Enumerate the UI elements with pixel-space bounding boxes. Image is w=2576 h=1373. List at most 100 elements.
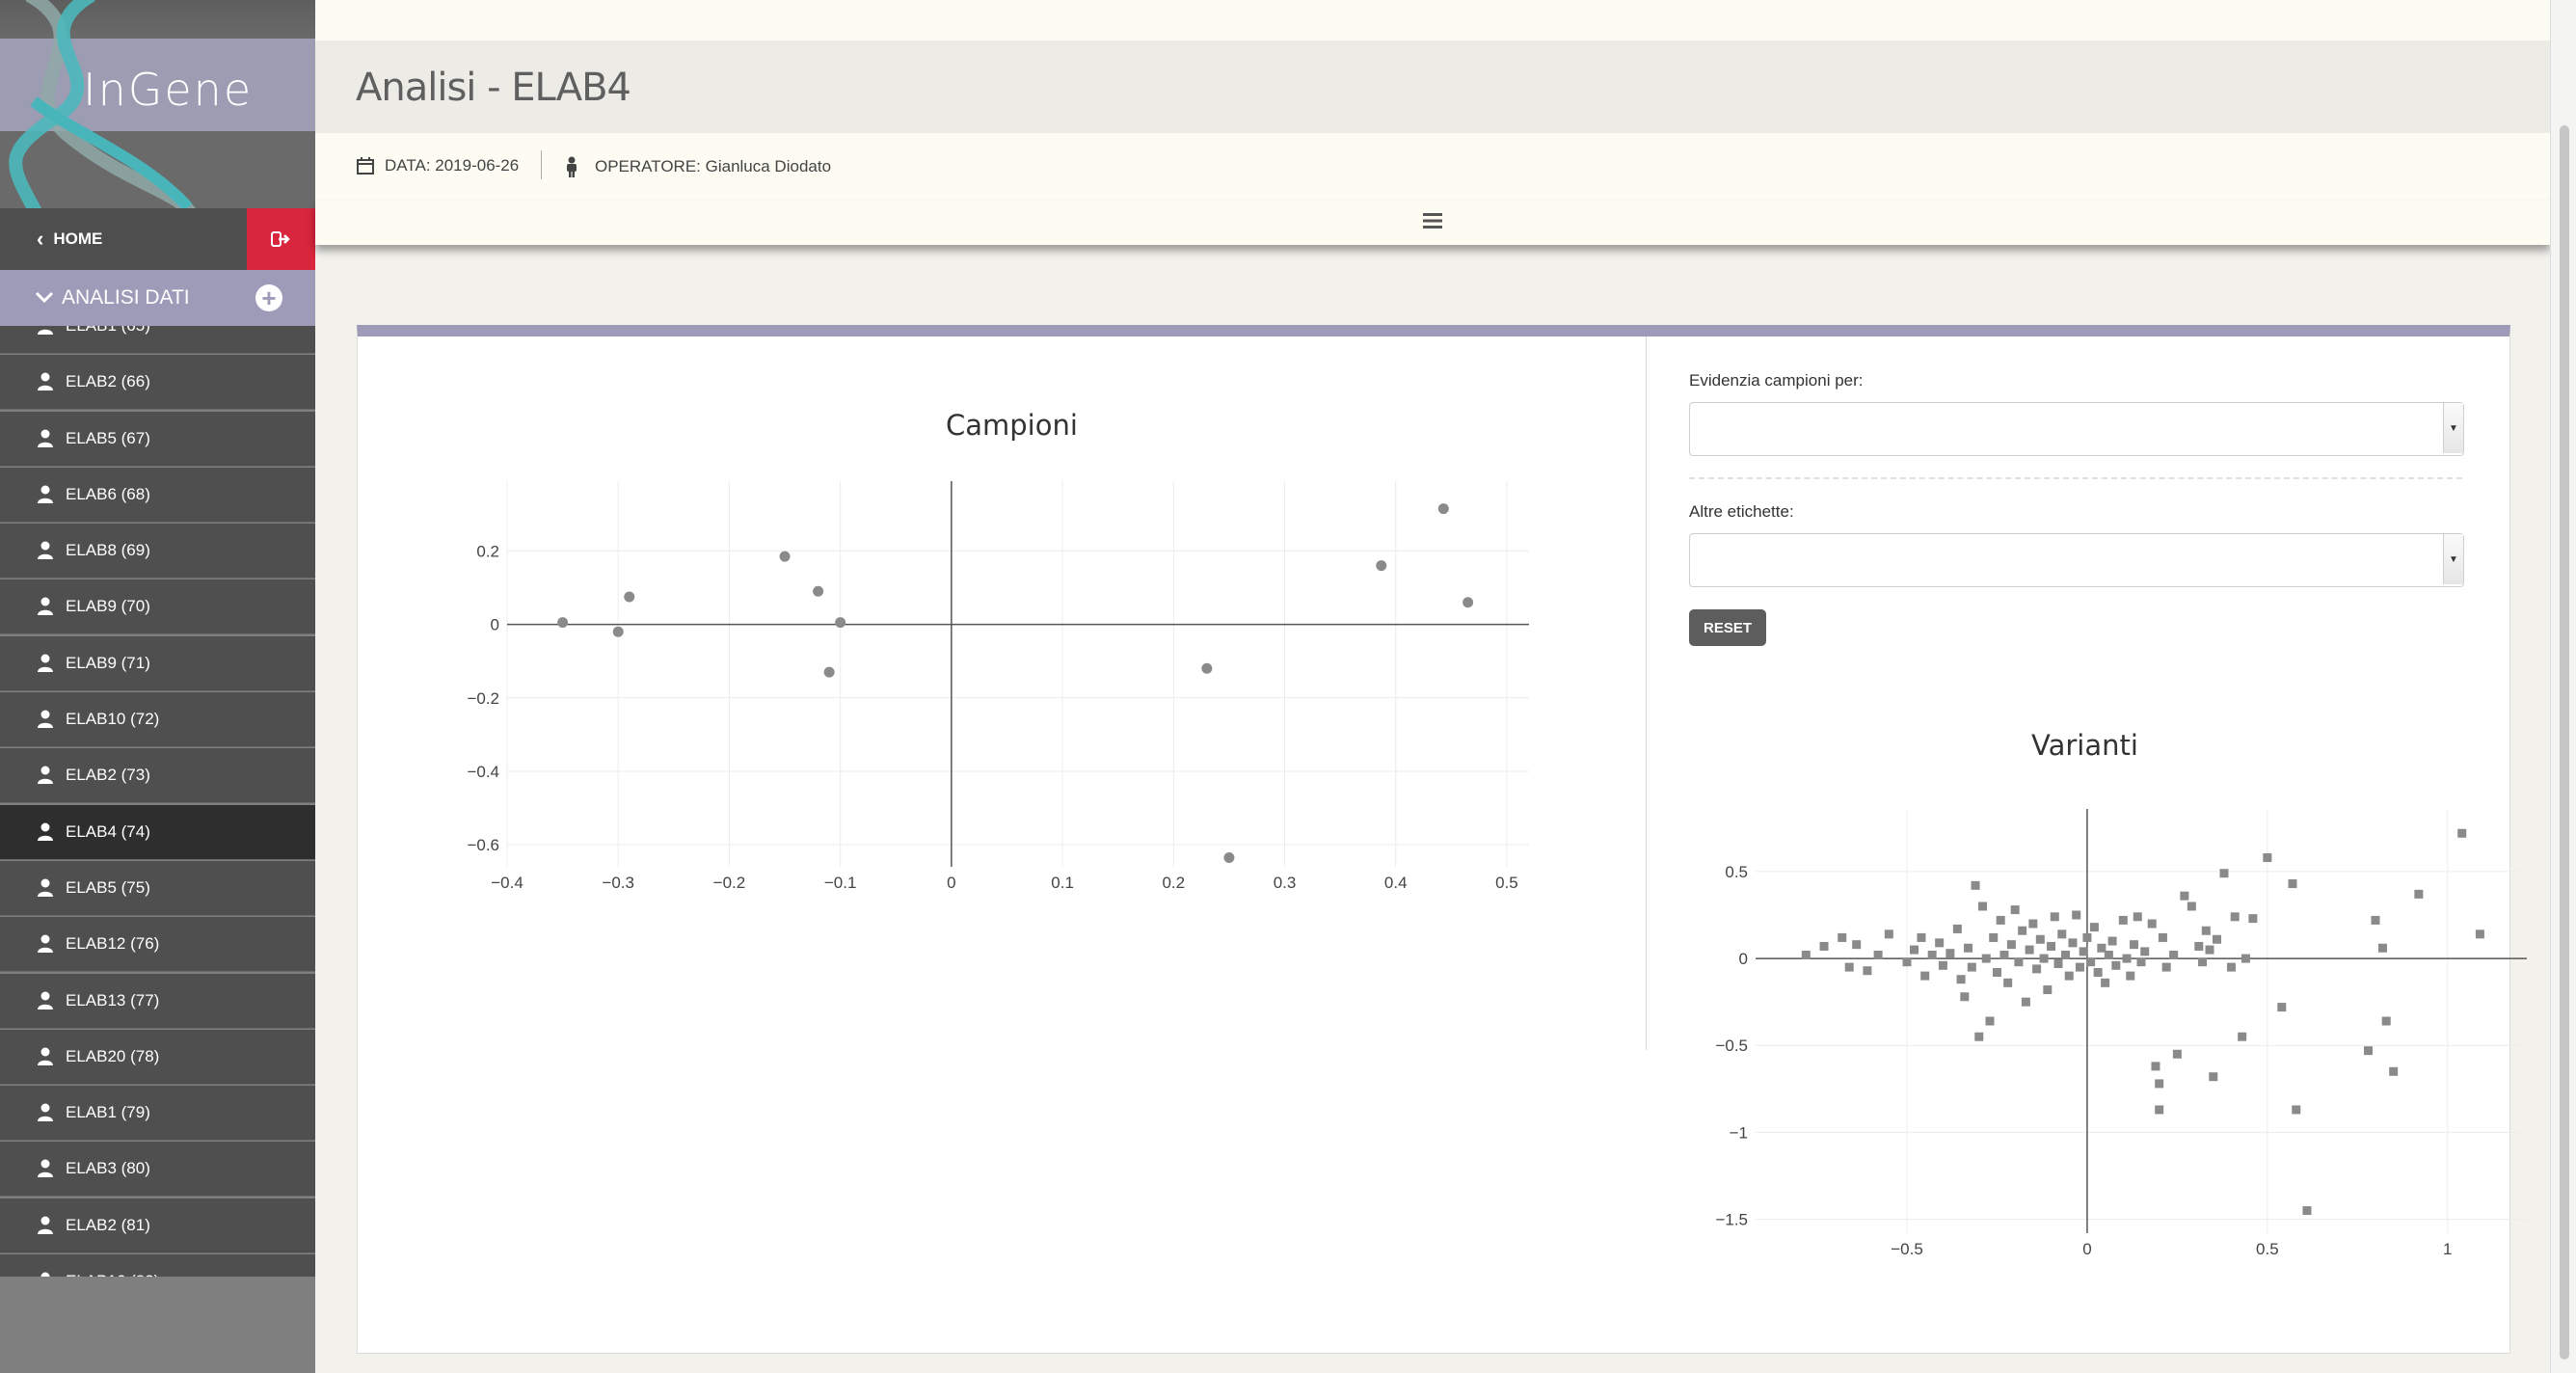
sidebar-item[interactable]: ELAB13 (77) xyxy=(0,973,315,1029)
data-point[interactable] xyxy=(2107,936,2117,946)
sidebar-item[interactable]: ELAB5 (75) xyxy=(0,860,315,916)
sidebar-item[interactable]: ELAB20 (78) xyxy=(0,1029,315,1085)
data-point[interactable] xyxy=(1978,902,1988,911)
data-point[interactable] xyxy=(823,666,835,678)
data-point[interactable] xyxy=(2172,1049,2182,1059)
sidebar-item[interactable]: ELAB2 (73) xyxy=(0,748,315,804)
data-point[interactable] xyxy=(2101,978,2110,987)
data-point[interactable] xyxy=(2047,941,2056,951)
data-point[interactable] xyxy=(2057,929,2067,939)
data-point[interactable] xyxy=(2364,1046,2374,1056)
add-analysis-icon[interactable]: + xyxy=(255,284,282,311)
data-point[interactable] xyxy=(2277,1003,2287,1012)
data-point[interactable] xyxy=(2155,1079,2164,1089)
data-point[interactable] xyxy=(1884,929,1893,939)
data-point[interactable] xyxy=(1863,966,1872,976)
data-point[interactable] xyxy=(2079,947,2088,956)
logout-button[interactable] xyxy=(247,208,315,270)
data-point[interactable] xyxy=(1838,932,1847,942)
data-point[interactable] xyxy=(2371,915,2380,925)
sidebar-item[interactable]: ELAB2 (81) xyxy=(0,1198,315,1253)
sidebar-item[interactable]: ELAB4 (74) xyxy=(0,804,315,860)
data-point[interactable] xyxy=(2161,962,2171,972)
data-point[interactable] xyxy=(1437,503,1449,515)
data-point[interactable] xyxy=(2136,957,2146,967)
data-point[interactable] xyxy=(2130,940,2139,950)
data-point[interactable] xyxy=(1462,597,1474,608)
data-point[interactable] xyxy=(2187,902,2196,911)
data-point[interactable] xyxy=(2082,932,2092,942)
data-point[interactable] xyxy=(1989,932,1999,942)
sidebar-item[interactable]: ELAB9 (71) xyxy=(0,635,315,691)
data-point[interactable] xyxy=(1952,924,1962,933)
data-point[interactable] xyxy=(1844,962,1854,972)
data-point[interactable] xyxy=(1974,1032,1984,1041)
data-point[interactable] xyxy=(1938,960,1947,970)
data-point[interactable] xyxy=(2213,934,2222,944)
data-point[interactable] xyxy=(1967,962,1976,972)
sidebar-item[interactable]: ELAB9 (70) xyxy=(0,579,315,635)
data-point[interactable] xyxy=(1999,950,2009,959)
data-point[interactable] xyxy=(2021,997,2030,1007)
data-point[interactable] xyxy=(1964,943,1973,953)
data-point[interactable] xyxy=(2089,923,2099,932)
data-point[interactable] xyxy=(2155,1105,2164,1115)
data-point[interactable] xyxy=(835,617,846,629)
data-point[interactable] xyxy=(1223,851,1235,863)
data-point[interactable] xyxy=(2086,957,2096,967)
data-point[interactable] xyxy=(2064,971,2074,981)
sidebar-item[interactable]: ELAB2 (66) xyxy=(0,355,315,411)
data-point[interactable] xyxy=(1971,880,1980,890)
data-point[interactable] xyxy=(1376,560,1387,572)
data-point[interactable] xyxy=(1819,941,1829,951)
scrollbar-thumb[interactable] xyxy=(2560,125,2569,1360)
data-point[interactable] xyxy=(2248,914,2258,924)
reset-button[interactable]: RESET xyxy=(1689,609,1766,646)
sidebar-item[interactable]: ELAB1 (79) xyxy=(0,1086,315,1142)
data-point[interactable] xyxy=(1992,968,2001,978)
data-point[interactable] xyxy=(1801,950,1811,959)
data-point[interactable] xyxy=(2111,960,2121,970)
sidebar-item[interactable]: ELAB8 (69) xyxy=(0,524,315,579)
data-point[interactable] xyxy=(2140,947,2150,956)
analisi-dati-section[interactable]: ANALISI DATI + xyxy=(0,270,315,326)
data-point[interactable] xyxy=(2118,915,2128,925)
data-point[interactable] xyxy=(2151,1062,2160,1071)
hamburger-menu-icon[interactable] xyxy=(1422,212,1443,234)
data-point[interactable] xyxy=(2209,1072,2218,1082)
data-point[interactable] xyxy=(2169,950,2179,959)
data-point[interactable] xyxy=(2389,1066,2399,1076)
data-point[interactable] xyxy=(779,551,791,562)
data-point[interactable] xyxy=(2075,962,2084,972)
data-point[interactable] xyxy=(2006,940,2016,950)
data-point[interactable] xyxy=(2241,954,2250,963)
sidebar-item[interactable]: ELAB12 (76) xyxy=(0,917,315,973)
data-point[interactable] xyxy=(2053,958,2063,968)
app-logo[interactable]: InGene xyxy=(0,0,315,208)
data-point[interactable] xyxy=(2381,1016,2391,1026)
data-point[interactable] xyxy=(1985,1016,1995,1026)
data-point[interactable] xyxy=(2028,919,2038,929)
data-point[interactable] xyxy=(2010,905,2020,915)
data-point[interactable] xyxy=(2219,869,2229,878)
data-point[interactable] xyxy=(2050,912,2059,922)
data-point[interactable] xyxy=(2018,926,2027,935)
data-point[interactable] xyxy=(2093,968,2103,978)
data-point[interactable] xyxy=(2097,943,2106,953)
data-point[interactable] xyxy=(1920,971,1930,981)
data-point[interactable] xyxy=(2126,971,2135,981)
data-point[interactable] xyxy=(2043,985,2053,995)
data-point[interactable] xyxy=(1996,915,2005,925)
data-point[interactable] xyxy=(612,626,624,637)
data-point[interactable] xyxy=(2133,912,2142,922)
data-point[interactable] xyxy=(2238,1032,2247,1041)
data-point[interactable] xyxy=(2158,932,2167,942)
data-point[interactable] xyxy=(1927,950,1937,959)
sidebar-item[interactable]: ELAB3 (80) xyxy=(0,1142,315,1198)
data-point[interactable] xyxy=(2039,954,2049,963)
data-point[interactable] xyxy=(2457,828,2467,838)
sidebar-item[interactable]: ELAB6 (68) xyxy=(0,467,315,523)
data-point[interactable] xyxy=(1201,662,1213,674)
sidebar-item[interactable]: ELAB1 (65) xyxy=(0,326,315,354)
data-point[interactable] xyxy=(2032,964,2042,974)
